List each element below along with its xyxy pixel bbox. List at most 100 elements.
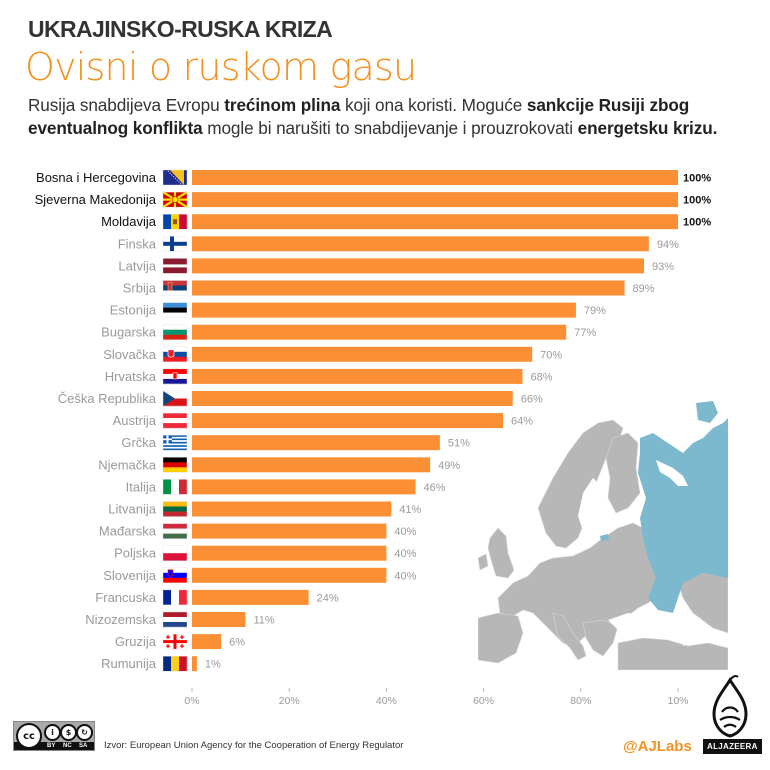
bar bbox=[192, 589, 309, 605]
flag-lv-icon bbox=[162, 258, 188, 274]
x-tick-label: 20% bbox=[279, 695, 300, 707]
lead-text: mogle bi narušiti to snabdijevanje i pro… bbox=[202, 118, 578, 138]
category-label: Srbija bbox=[123, 281, 157, 296]
flag-mk-icon bbox=[162, 191, 188, 209]
lead-paragraph: Rusija snabdijeva Evropu trećinom plina … bbox=[28, 94, 748, 140]
bar-row: Sjeverna Makedonija 100% bbox=[35, 192, 711, 208]
aljazeera-calligraphy-logo-icon bbox=[712, 675, 748, 738]
flag-gr-icon bbox=[162, 435, 188, 451]
bar-row: Njemačka 49% bbox=[98, 457, 460, 473]
flag-de-icon bbox=[162, 457, 188, 473]
value-label: 1% bbox=[205, 659, 221, 671]
flag-sk-icon bbox=[162, 346, 188, 362]
bar bbox=[192, 302, 576, 318]
bar-row: Gruzija 6% bbox=[115, 634, 245, 650]
value-label: 94% bbox=[657, 239, 679, 251]
bar-row: Srbija 89% bbox=[123, 280, 655, 296]
source-note: Izvor: European Union Agency for the Coo… bbox=[104, 740, 404, 751]
bar bbox=[192, 214, 678, 230]
x-tick-label: 10% bbox=[667, 695, 688, 707]
lead-emphasis: energetsku krizu. bbox=[577, 118, 718, 138]
flag-hr-icon bbox=[162, 368, 188, 385]
x-tick-label: 0% bbox=[184, 695, 199, 707]
category-label: Sjeverna Makedonija bbox=[35, 192, 157, 207]
category-label: Finska bbox=[118, 236, 157, 251]
bar bbox=[192, 192, 678, 208]
flag-fr-icon bbox=[162, 589, 188, 606]
bar bbox=[192, 523, 387, 539]
value-label: 89% bbox=[633, 283, 655, 295]
value-label: 41% bbox=[399, 504, 421, 516]
flag-cz-icon bbox=[162, 390, 188, 407]
bar-row: Slovačka 70% bbox=[103, 346, 562, 362]
bar bbox=[192, 368, 523, 384]
flag-ba-icon bbox=[162, 169, 188, 186]
flag-ge-icon bbox=[162, 633, 188, 650]
value-label: 100% bbox=[683, 195, 711, 207]
category-label: Slovačka bbox=[103, 347, 157, 362]
bar-row: Bosna i Hercegovina 100% bbox=[36, 170, 711, 185]
bar bbox=[192, 457, 431, 473]
ajlabs-handle[interactable]: @AJLabs bbox=[623, 738, 692, 755]
aljazeera-wordmark: ALJAZEERA bbox=[703, 739, 762, 754]
category-label: Hrvatska bbox=[105, 369, 157, 384]
bar bbox=[192, 346, 533, 362]
category-label: Bosna i Hercegovina bbox=[36, 170, 157, 185]
value-label: 46% bbox=[424, 482, 446, 494]
flag-pl-icon bbox=[162, 545, 188, 561]
flag-md-icon bbox=[162, 213, 188, 230]
nc-icon: $ bbox=[60, 724, 77, 741]
bar-row: Poljska 40% bbox=[114, 545, 417, 561]
map-black-sea bbox=[608, 613, 653, 633]
flag-si-icon bbox=[162, 567, 188, 583]
x-tick-label: 80% bbox=[570, 695, 591, 707]
category-label: Bugarska bbox=[101, 325, 157, 340]
by-icon: i bbox=[44, 724, 61, 741]
bar bbox=[192, 612, 246, 627]
bar bbox=[192, 501, 392, 517]
bar-row: Finska 94% bbox=[118, 236, 679, 252]
category-label: Slovenija bbox=[103, 568, 157, 583]
category-label: Rumunija bbox=[101, 656, 157, 671]
bar-row: Litvanija 41% bbox=[108, 501, 421, 517]
lead-text: koji ona koristi. Moguće bbox=[340, 95, 527, 115]
category-label: Francuska bbox=[95, 590, 156, 605]
value-label: 70% bbox=[540, 349, 562, 361]
bar-row: Rumunija 1% bbox=[101, 656, 221, 672]
flag-lt-icon bbox=[162, 501, 188, 517]
category-label: Austrija bbox=[113, 413, 157, 428]
value-label: 100% bbox=[683, 217, 711, 229]
category-label: Češka Republika bbox=[58, 391, 157, 406]
value-label: 66% bbox=[521, 394, 543, 406]
flag-rs-icon bbox=[162, 280, 188, 296]
kicker-heading: UKRAJINSKO-RUSKA KRIZA bbox=[28, 16, 333, 42]
value-label: 100% bbox=[683, 173, 711, 185]
europe-map-icon bbox=[478, 401, 728, 670]
lead-emphasis: sankcije Rusiji zbog eventualnog konflik… bbox=[28, 95, 690, 138]
bar bbox=[192, 656, 197, 672]
category-label: Moldavija bbox=[101, 214, 157, 229]
bar-row: Austrija 64% bbox=[113, 413, 533, 429]
category-label: Estonija bbox=[110, 303, 157, 318]
bar bbox=[192, 545, 387, 561]
bar-row: Hrvatska 68% bbox=[105, 368, 553, 384]
lead-emphasis: trećinom plina bbox=[224, 95, 341, 115]
page-title: Ovisni o ruskom gasu bbox=[25, 45, 417, 89]
category-label: Latvija bbox=[118, 258, 156, 273]
lead-text: Rusija snabdijeva Evropu bbox=[28, 95, 225, 115]
license-by-label: BY bbox=[47, 743, 56, 749]
category-label: Grčka bbox=[121, 435, 156, 450]
bar bbox=[192, 324, 567, 340]
value-label: 11% bbox=[253, 615, 274, 627]
flag-ee-icon bbox=[162, 302, 188, 318]
bar-row: Italija 46% bbox=[126, 479, 446, 495]
bar-row: Moldavija 100% bbox=[101, 214, 711, 230]
bar bbox=[192, 391, 513, 406]
bar bbox=[192, 258, 644, 274]
bar bbox=[192, 280, 625, 296]
category-label: Nizozemska bbox=[85, 612, 157, 627]
bar bbox=[192, 413, 504, 429]
value-label: 51% bbox=[448, 438, 470, 450]
creative-commons-by-nc-sa-icon: cc i $ ↻ BY NC SA bbox=[13, 721, 95, 751]
value-label: 93% bbox=[652, 261, 674, 273]
